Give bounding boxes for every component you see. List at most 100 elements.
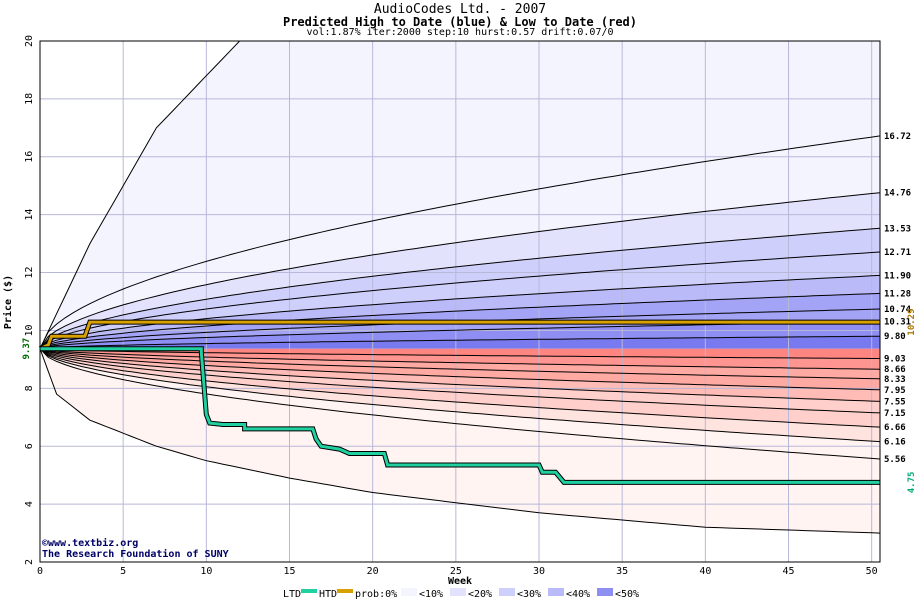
x-tick-5: 5 (120, 566, 126, 577)
quantile-label-10.74: 10.74 (884, 305, 912, 315)
x-tick-35: 35 (616, 566, 628, 577)
x-axis-label: Week (448, 576, 472, 587)
low-band-8 (40, 348, 880, 370)
legend-ltd-swatch (301, 589, 317, 593)
legend-bin1-swatch (450, 588, 466, 596)
high-band-3 (40, 228, 880, 349)
legend-bin3-swatch (548, 588, 564, 596)
quantile-label-14.76: 14.76 (884, 189, 911, 199)
high-band-8 (40, 321, 880, 349)
x-tick-30: 30 (533, 566, 545, 577)
legend-bin2-label: <30% (517, 589, 541, 600)
low-band-1 (40, 348, 880, 459)
legend-htd-swatch (337, 589, 353, 593)
low-quantile-line-0 (39, 348, 880, 359)
high-band-1 (40, 135, 880, 349)
high-band-5 (40, 275, 880, 349)
low-quantile-line-2 (39, 348, 881, 380)
y-tick-8: 8 (24, 385, 35, 391)
y-axis-label: Price ($) (2, 275, 14, 329)
ltd-end-label: 4.75 (907, 472, 917, 494)
legend-htd-label: HTD (319, 589, 337, 600)
y-tick-18: 18 (24, 93, 35, 105)
chart-params: vol:1.87% iter:2000 step:10 hurst:0.57 d… (306, 27, 614, 38)
start-value-label: 9.37 (22, 338, 32, 360)
x-tick-0: 0 (37, 566, 43, 577)
x-tick-50: 50 (866, 566, 878, 577)
quantile-label-12.71: 12.71 (884, 248, 911, 258)
right-labels: 16.72 14.76 13.53 12.71 11.90 11.28 10.74 10.31… (22, 132, 917, 493)
quantile-label-6.66: 6.66 (884, 423, 906, 433)
legend-bin2-swatch (499, 588, 515, 596)
quantile-label-6.16: 6.16 (884, 438, 906, 448)
quantile-label-13.53: 13.53 (884, 224, 911, 234)
outer-low-line (39, 348, 881, 534)
low-band-4 (40, 348, 880, 413)
high-band-0 (40, 41, 880, 349)
legend-bin1-label: <20% (468, 589, 492, 600)
y-tick-4: 4 (24, 501, 35, 507)
high-quantile-line-8 (39, 335, 881, 350)
low-band-2 (40, 348, 880, 442)
htd-line (39, 320, 880, 351)
low-band-9 (40, 348, 880, 359)
credit-line-1: ©www.textbiz.org (42, 537, 138, 549)
high-quantile-line-5 (39, 292, 881, 350)
plot-frame (39, 40, 881, 563)
y-tick-10: 10 (24, 324, 35, 336)
htd-end-label: 10.29 (907, 309, 917, 336)
quantile-label-10.31: 10.31 (884, 317, 911, 327)
y-tick-12: 12 (24, 267, 35, 279)
high-quantile-line-3 (39, 251, 881, 350)
high-band-4 (40, 252, 880, 349)
grid (39, 40, 880, 563)
low-quantile-line-5 (39, 348, 881, 414)
high-quantile-line-0 (39, 135, 881, 349)
x-tick-20: 20 (367, 566, 379, 577)
quantile-label-11.28: 11.28 (884, 289, 911, 299)
y-tick-2: 2 (24, 559, 35, 565)
legend-bin0-label: <10% (419, 589, 443, 600)
axis-ticks: 0 5 10 15 20 25 30 35 40 45 50 2 4 6 8 10 12 14 16 18 20 (24, 35, 878, 577)
low-band-7 (40, 348, 880, 379)
low-quantile-line-7 (39, 348, 881, 443)
quantile-label-8.33: 8.33 (884, 375, 906, 385)
low-quantile-line-1 (39, 348, 881, 370)
quantile-label-7.15: 7.15 (884, 409, 906, 419)
low-band-3 (40, 348, 880, 428)
credit-line-2: The Research Foundation of SUNY (42, 548, 229, 560)
legend-prob-label: prob:0% (355, 589, 397, 600)
high-quantile-line-2 (39, 227, 881, 350)
quantile-label-11.90: 11.90 (884, 271, 911, 281)
legend-bin3-label: <40% (566, 589, 590, 600)
low-quantile-line-4 (39, 348, 881, 402)
x-tick-40: 40 (699, 566, 711, 577)
quantile-label-9.03: 9.03 (884, 355, 906, 365)
quantile-label-7.95: 7.95 (884, 386, 906, 396)
quantile-label-7.55: 7.55 (884, 397, 906, 407)
chart-title: AudioCodes Ltd. - 2007 (373, 2, 547, 17)
y-tick-16: 16 (24, 151, 35, 163)
quantile-label-16.72: 16.72 (884, 132, 911, 142)
quantile-label-5.56: 5.56 (884, 455, 906, 465)
high-band-2 (40, 192, 880, 349)
x-tick-15: 15 (283, 566, 295, 577)
quantile-label-8.66: 8.66 (884, 365, 906, 375)
high-band-9 (40, 336, 880, 349)
legend: LTD HTD prob:0% <10% <20% <30% <40% <50% (283, 588, 639, 600)
low-quantile-line-8 (39, 348, 881, 460)
low-band-0 (40, 348, 880, 534)
y-tick-20: 20 (24, 35, 35, 47)
ltd-line (40, 347, 880, 484)
x-tick-25: 25 (450, 566, 462, 577)
low-quantile-line-6 (39, 348, 881, 428)
x-tick-45: 45 (782, 566, 794, 577)
legend-bin4-swatch (597, 588, 613, 596)
y-tick-14: 14 (24, 209, 35, 221)
low-quantile-line-3 (39, 348, 881, 391)
quantile-label-9.80: 9.80 (884, 332, 906, 342)
series-lines (38, 319, 880, 485)
chart-subtitle: Predicted High to Date (blue) & Low to D… (282, 15, 637, 29)
